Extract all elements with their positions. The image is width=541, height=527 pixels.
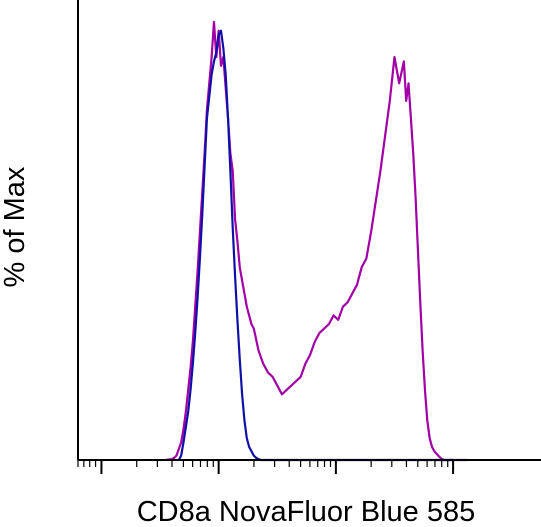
series-layer: [165, 20, 468, 462]
x-axis-label: CD8a NovaFluor Blue 585: [137, 496, 476, 527]
x-axis-ticks: [77, 460, 455, 474]
y-axis-label: % of Max: [0, 166, 31, 287]
series-line-2: [177, 29, 454, 462]
